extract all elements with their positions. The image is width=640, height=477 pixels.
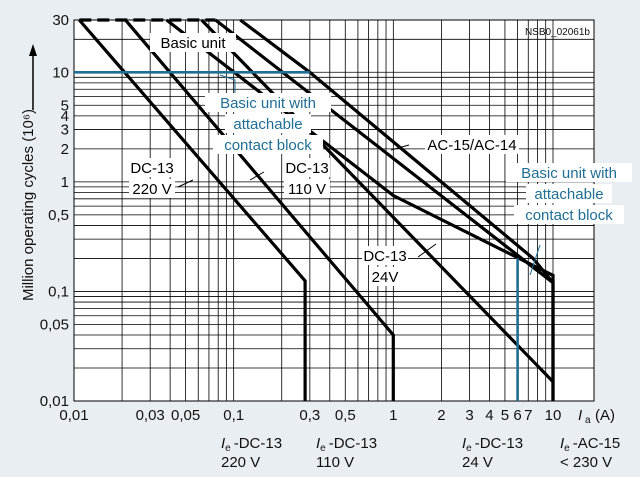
annotation-bg (284, 179, 330, 198)
annotation-bg (129, 179, 175, 198)
annotation-text: DC-13 (285, 160, 328, 177)
annotation-bg (425, 135, 519, 154)
x-tick-label: 5 (501, 407, 509, 424)
annotation-text: DC-13 (363, 248, 406, 265)
bottom-label-line2: 24 V (462, 454, 493, 471)
x-tick-label: 3 (465, 407, 473, 424)
series-line-4 (200, 18, 555, 383)
bottom-label-4: Ie -AC-15< 230 V (560, 435, 620, 471)
x-tick-label: 1 (389, 407, 397, 424)
annotation-5: DC-13 110 V (249, 158, 330, 198)
annotation-text: 110 V (288, 181, 326, 198)
annotation-6: DC-13 24V (362, 243, 437, 286)
bottom-label-line2: 220 V (221, 454, 260, 471)
y-tick-label: 0,1 (48, 283, 69, 300)
annotation-7: Basic unit with attachable contact block (506, 163, 632, 276)
annotation-4: DC-13 220 V (129, 158, 194, 198)
annotation-bg (362, 246, 408, 265)
x-tick-label: 0,05 (171, 407, 200, 424)
series-line-2 (124, 18, 395, 401)
annotation-text: contact block (224, 137, 312, 154)
annotation-text: Basic unit (160, 35, 226, 52)
annotation-bg (150, 33, 236, 52)
series-layer (74, 18, 555, 401)
annotation-text: 220 V (132, 181, 171, 198)
bottom-label-line1: Ie -DC-13 (316, 435, 377, 454)
y-tick-label: 2 (61, 141, 69, 158)
series-line-6 (239, 18, 555, 284)
annotation-bg (129, 158, 175, 177)
annotation-1: Basic unit (150, 33, 236, 52)
x-tick-label: 0,1 (223, 407, 244, 424)
annotation-leader (390, 144, 410, 151)
annotations: Basic unit Basic unit with attachable conta… (129, 33, 632, 286)
figure-id: NSB0_02061b (525, 27, 590, 38)
annotation-bg (213, 135, 323, 154)
series-line-1 (78, 18, 307, 401)
y-tick-labels: 0,01 0,05 0,1 0,5 1 2 345 10 30 (40, 12, 69, 410)
svg-text:a: a (585, 415, 591, 426)
y-axis-title: Million operating cycles (10⁶) (20, 44, 37, 301)
annotation-text: AC-15/AC-14 (427, 137, 516, 154)
annotation-text: Basic unit with (220, 95, 316, 112)
y-tick-label: 0,5 (48, 207, 69, 224)
bottom-label-line1: Ie -DC-13 (221, 435, 282, 454)
x-tick-label: 0,3 (299, 407, 320, 424)
annotation-bg (205, 93, 331, 112)
annotation-2: Basic unit with attachable contact block (205, 74, 331, 154)
annotation-leader (529, 244, 541, 276)
annotation-leader (219, 74, 236, 97)
x-tick-label: 10 (545, 407, 562, 424)
annotation-bg (370, 267, 400, 286)
annotation-bg (506, 163, 632, 182)
annotation-text: attachable (534, 186, 603, 203)
svg-text:(A): (A) (595, 407, 615, 424)
svg-text:Million operating cycles (10⁶): Million operating cycles (10⁶) (20, 109, 37, 301)
x-tick-label: 6 (513, 407, 521, 424)
svg-text:I: I (578, 407, 582, 424)
annotation-bg (526, 184, 612, 203)
annotation-leader (417, 243, 437, 258)
annotation-bg (225, 114, 311, 133)
y-tick-label: 0,05 (40, 316, 69, 333)
bottom-label-line1: Ie -DC-13 (462, 435, 523, 454)
annotation-3: AC-15/AC-14 (390, 135, 519, 154)
annotation-bg (514, 205, 624, 224)
x-tick-label: 4 (485, 407, 493, 424)
plot-area (74, 20, 594, 401)
annotation-text: DC-13 (130, 160, 173, 177)
annotation-text: 24V (372, 269, 399, 286)
x-tick-label: 2 (437, 407, 445, 424)
x-tick-labels: 0,01 0,03 0,05 0,1 0,3 0,5 1 2 3 4 5 6 7 10 (59, 407, 561, 424)
bottom-label-line2: 110 V (316, 454, 354, 471)
y-tick-label: 0,01 (40, 393, 69, 410)
bottom-label-line1: Ie -AC-15 (560, 435, 620, 454)
annotation-text: attachable (233, 116, 302, 133)
y-tick-label: 5 (61, 97, 69, 114)
annotation-leader (177, 179, 194, 188)
annotation-bg (284, 158, 330, 177)
annotation-leader (249, 171, 265, 181)
y-tick-label: 30 (52, 12, 69, 29)
y-tick-label: 4 (61, 108, 69, 125)
annotation-text: Basic unit with (521, 165, 617, 182)
y-tick-label: 10 (52, 64, 69, 81)
x-tick-label: 0,01 (59, 407, 88, 424)
x-tick-label: 0,03 (136, 407, 165, 424)
y-axis-arrowhead (29, 44, 37, 56)
y-tick-label: 3 (61, 122, 69, 139)
x-axis-title: I a (A) (578, 407, 615, 426)
y-tick-label: 1 (61, 174, 69, 191)
x-tick-label: 0,5 (335, 407, 356, 424)
annotation-text: contact block (525, 207, 613, 224)
x-tick-label: 7 (524, 407, 532, 424)
bottom-label-line2: < 230 V (560, 454, 612, 471)
